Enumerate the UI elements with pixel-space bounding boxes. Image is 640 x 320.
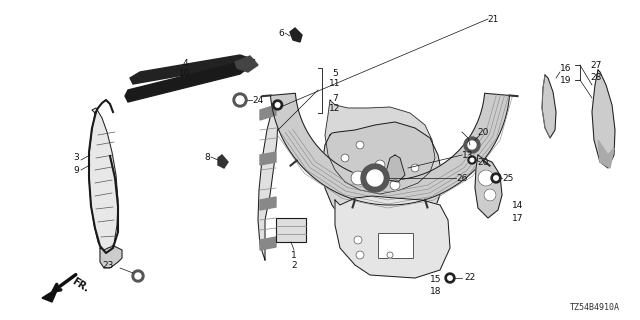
Polygon shape (260, 105, 276, 120)
Circle shape (411, 164, 419, 172)
Circle shape (390, 180, 400, 190)
Circle shape (484, 189, 496, 201)
Text: 11: 11 (329, 78, 340, 87)
Circle shape (361, 164, 389, 192)
Polygon shape (322, 122, 442, 232)
Polygon shape (42, 288, 58, 302)
Text: 5: 5 (332, 68, 338, 77)
Circle shape (375, 160, 385, 170)
Text: 26: 26 (456, 173, 467, 182)
Circle shape (275, 103, 280, 107)
Circle shape (132, 270, 144, 282)
Polygon shape (325, 100, 435, 194)
Text: 1: 1 (291, 251, 297, 260)
Polygon shape (260, 197, 276, 210)
Polygon shape (592, 70, 615, 168)
Text: 25: 25 (502, 173, 513, 182)
Bar (378, 233, 413, 258)
Polygon shape (598, 140, 614, 168)
Circle shape (470, 158, 474, 162)
Polygon shape (260, 152, 276, 165)
Text: 15: 15 (430, 276, 442, 284)
Polygon shape (218, 155, 228, 168)
Text: 6: 6 (278, 28, 284, 37)
Text: 7: 7 (332, 93, 338, 102)
Text: 20: 20 (477, 127, 489, 137)
Text: 17: 17 (512, 213, 524, 222)
Polygon shape (260, 237, 276, 250)
Text: FR.: FR. (70, 276, 91, 294)
Text: 16: 16 (560, 63, 572, 73)
Polygon shape (385, 155, 405, 182)
Text: TZ54B4910A: TZ54B4910A (570, 303, 620, 312)
Circle shape (233, 93, 247, 107)
Text: 27: 27 (590, 60, 602, 69)
Circle shape (478, 170, 494, 186)
Text: 19: 19 (560, 76, 572, 84)
Circle shape (464, 137, 480, 153)
Circle shape (387, 252, 393, 258)
Text: 21: 21 (487, 14, 499, 23)
Text: 4: 4 (182, 59, 188, 68)
Polygon shape (475, 155, 502, 218)
Text: 18: 18 (430, 286, 442, 295)
Circle shape (445, 273, 455, 283)
Polygon shape (290, 28, 302, 42)
Text: 24: 24 (252, 95, 263, 105)
Polygon shape (258, 105, 278, 260)
Circle shape (273, 100, 283, 110)
Circle shape (491, 173, 501, 183)
Circle shape (356, 251, 364, 259)
Polygon shape (125, 62, 248, 102)
Circle shape (448, 276, 452, 280)
Polygon shape (235, 56, 258, 72)
Text: 9: 9 (73, 165, 79, 174)
Text: 28: 28 (590, 73, 602, 82)
Text: 3: 3 (73, 153, 79, 162)
Text: 20: 20 (477, 157, 489, 166)
Text: 10: 10 (179, 68, 191, 77)
Polygon shape (130, 55, 255, 84)
Text: 13: 13 (462, 150, 474, 159)
Circle shape (356, 141, 364, 149)
Text: 8: 8 (204, 153, 210, 162)
Circle shape (135, 273, 141, 279)
Circle shape (236, 96, 244, 104)
Text: 14: 14 (512, 201, 524, 210)
Circle shape (341, 154, 349, 162)
Circle shape (367, 170, 383, 186)
Circle shape (493, 176, 499, 180)
Polygon shape (271, 93, 509, 205)
Polygon shape (542, 75, 556, 138)
Circle shape (468, 156, 476, 164)
Text: 22: 22 (464, 274, 476, 283)
Circle shape (354, 236, 362, 244)
Polygon shape (335, 196, 450, 278)
Text: 2: 2 (291, 260, 297, 269)
Polygon shape (89, 108, 118, 250)
Text: 23: 23 (102, 260, 114, 269)
Bar (276, 218, 306, 242)
Text: 12: 12 (330, 103, 340, 113)
Circle shape (468, 141, 476, 149)
Polygon shape (100, 246, 122, 268)
Circle shape (351, 171, 365, 185)
